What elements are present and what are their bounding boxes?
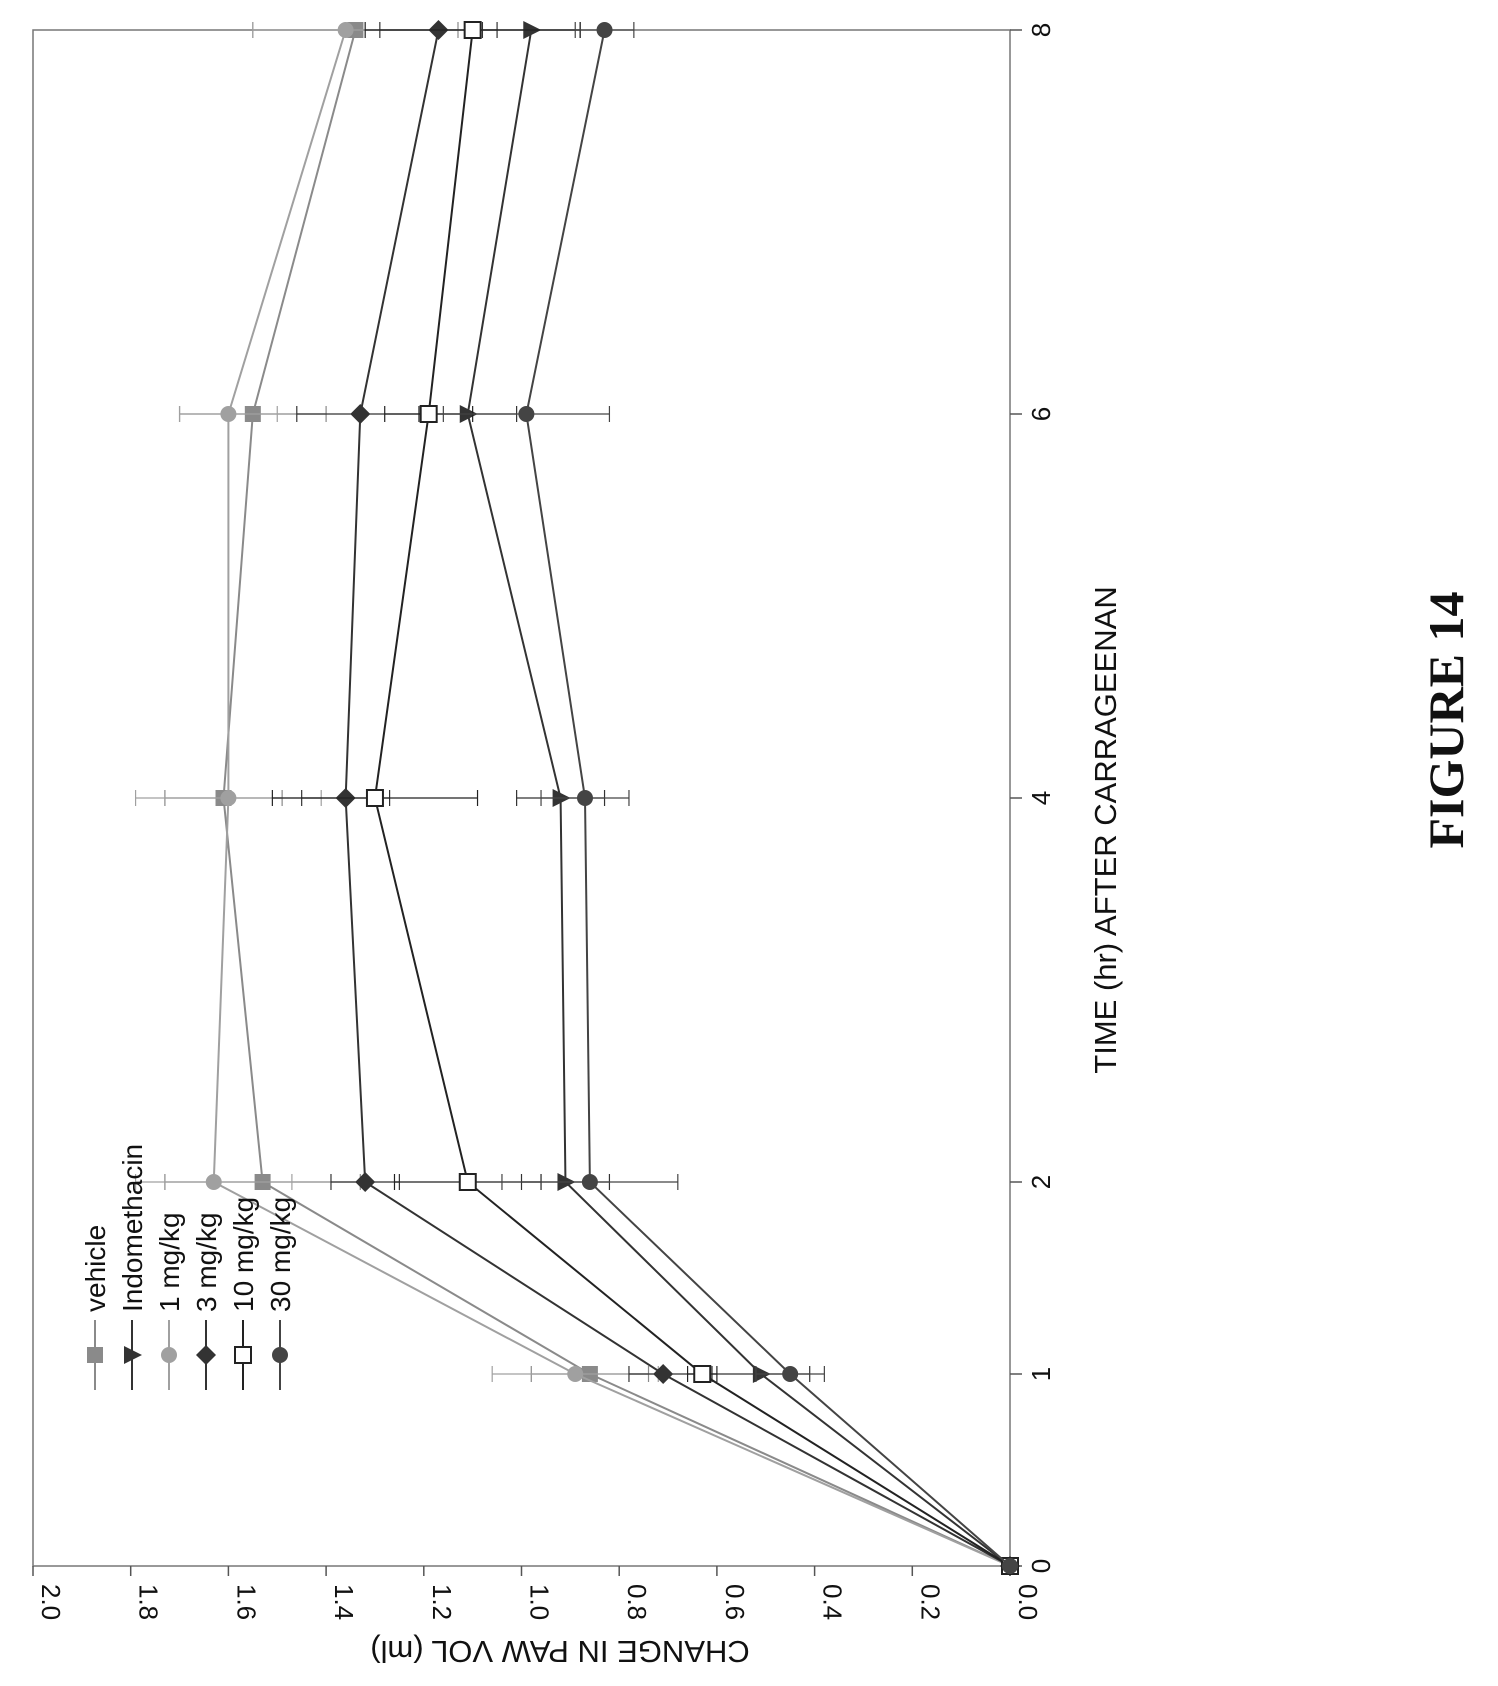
x-tick-label: 2	[1026, 1175, 1056, 1189]
legend-swatch-marker	[196, 1345, 216, 1365]
legend-label: 3 mg/kg	[191, 1212, 222, 1312]
data-point	[463, 21, 482, 39]
x-tick-label: 1	[1026, 1367, 1056, 1381]
x-tick-label: 8	[1026, 23, 1056, 37]
legend-swatch-marker	[124, 1346, 142, 1364]
series-line	[466, 29, 1011, 1567]
data-point	[355, 1172, 376, 1192]
series-line	[222, 29, 1011, 1567]
legend-label: 1 mg/kg	[154, 1212, 185, 1312]
x-tick-label: 0	[1026, 1559, 1056, 1573]
series-indomethacin	[418, 21, 1020, 1575]
y-tick-label: 0.6	[720, 1584, 750, 1620]
series-group	[134, 20, 1020, 1576]
series-line	[373, 29, 1011, 1567]
x-tick-label: 6	[1026, 407, 1056, 421]
data-point	[567, 1366, 584, 1382]
legend-label: 10 mg/kg	[228, 1197, 259, 1312]
tick-labels: 0.0 0.2 0.4 0.6 0.8 1.0 1.2 1.4 1.6 1.8 2.0 0 1 2 4 6 8	[36, 23, 1056, 1620]
data-point	[1002, 1558, 1018, 1574]
legend-label: vehicle	[80, 1225, 111, 1312]
figure-label: FIGURE 14	[1418, 592, 1474, 849]
legend-item: 10 mg/kg	[228, 1197, 259, 1390]
data-point	[581, 1174, 598, 1190]
data-point	[220, 406, 237, 422]
data-point	[419, 405, 438, 423]
legend-swatch-marker	[161, 1347, 177, 1363]
legend-label: Indomethacin	[117, 1144, 148, 1312]
data-point	[458, 1173, 477, 1191]
x-tick-label: 4	[1026, 791, 1056, 805]
legend-swatch-marker	[87, 1347, 103, 1363]
series-line	[525, 29, 1011, 1567]
data-point	[350, 404, 371, 424]
data-point	[205, 1174, 222, 1190]
y-tick-label: 1.6	[231, 1584, 261, 1620]
legend-label: 30 mg/kg	[265, 1197, 296, 1312]
series-line	[212, 29, 1011, 1567]
data-point	[782, 1366, 799, 1382]
x-axis-title: TIME (hr) AFTER CARRAGEENAN	[1088, 586, 1123, 1073]
data-point	[693, 1365, 712, 1383]
y-tick-label: 2.0	[36, 1584, 66, 1620]
y-tick-label: 1.2	[427, 1584, 457, 1620]
data-point	[596, 22, 613, 38]
legend-swatch-marker	[272, 1347, 288, 1363]
legend-swatch-marker	[234, 1346, 252, 1364]
y-tick-label: 1.0	[525, 1584, 555, 1620]
legend-item: vehicle	[80, 1225, 111, 1390]
y-tick-label: 0.0	[1013, 1584, 1043, 1620]
y-tick-label: 1.4	[329, 1584, 359, 1620]
y-tick-label: 1.8	[134, 1584, 164, 1620]
data-point	[337, 22, 354, 38]
series-10-mg-kg	[271, 21, 1019, 1575]
legend-item: Indomethacin	[117, 1144, 148, 1390]
legend-item: 30 mg/kg	[265, 1197, 296, 1390]
y-tick-label: 0.8	[622, 1584, 652, 1620]
data-point	[653, 1364, 674, 1384]
y-axis-title: CHANGE IN PAW VOL (ml)	[370, 1634, 749, 1669]
legend-item: 3 mg/kg	[191, 1212, 222, 1390]
data-point	[577, 790, 594, 806]
data-point	[220, 790, 237, 806]
series-30-mg-kg	[442, 22, 1018, 1574]
data-point	[518, 406, 535, 422]
y-tick-label: 0.4	[818, 1584, 848, 1620]
axis-ticks	[32, 29, 1022, 1576]
y-tick-label: 0.2	[915, 1584, 945, 1620]
data-point	[365, 789, 384, 807]
legend-item: 1 mg/kg	[154, 1212, 185, 1390]
series-line	[344, 29, 1011, 1567]
legend: vehicle Indomethacin 1 mg/kg 3 mg/kg 10 mg/k…	[80, 1144, 296, 1390]
